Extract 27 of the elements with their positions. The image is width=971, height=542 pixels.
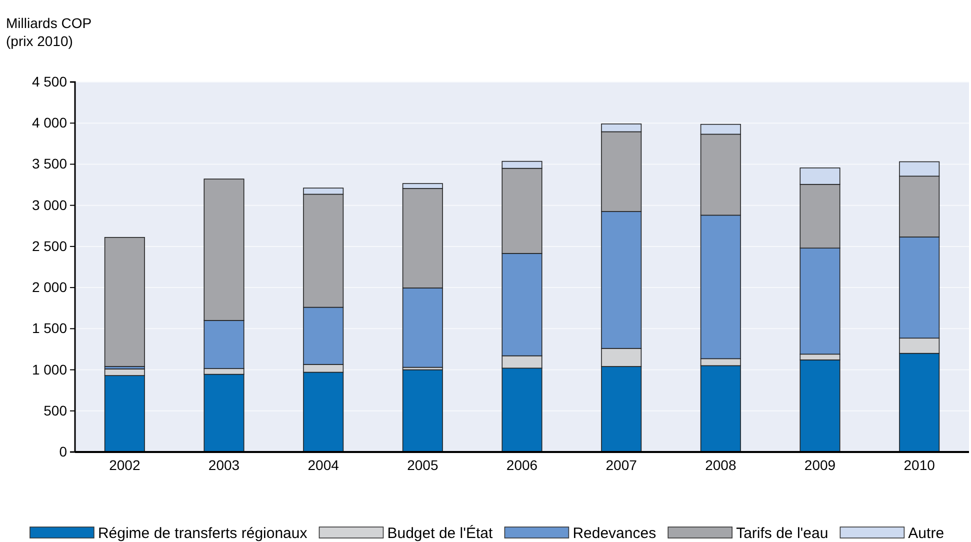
legend-label: Redevances <box>572 525 656 542</box>
legend-label: Budget de l'État <box>387 524 494 542</box>
y-tick-label: 2 000 <box>32 279 68 296</box>
x-tick-label: 2005 <box>407 456 438 473</box>
x-tick-label: 2010 <box>904 456 936 473</box>
y-tick-label: 0 <box>59 443 68 460</box>
x-tick-label: 2002 <box>109 456 140 473</box>
x-tick-label: 2003 <box>208 456 240 473</box>
y-tick-label: 4 000 <box>32 114 68 131</box>
y-tick-label: 3 000 <box>32 196 68 213</box>
bar <box>402 369 443 452</box>
y-tick-label: 2 500 <box>32 238 68 254</box>
x-tick-label: 2009 <box>804 456 836 473</box>
y-tick-label: 1 000 <box>32 361 68 378</box>
y-tick-label: 3 500 <box>32 156 68 172</box>
y-tick-label: 1 500 <box>32 320 68 336</box>
bar <box>104 237 145 367</box>
x-tick-label: 2008 <box>705 456 736 473</box>
x-tick-label: 2007 <box>606 456 638 473</box>
x-tick-label: 2006 <box>506 456 538 473</box>
y-tick-label: 4 500 <box>32 73 68 90</box>
y-tick-label: 500 <box>44 402 68 418</box>
legend-label: Autre <box>908 525 944 542</box>
x-tick-label: 2004 <box>308 456 340 473</box>
legend-label: Tarifs de l'eau <box>736 525 828 542</box>
y-axis-title: Milliards COP (prix 2010) <box>6 15 92 49</box>
legend-label: Régime de transferts régionaux <box>98 525 308 542</box>
